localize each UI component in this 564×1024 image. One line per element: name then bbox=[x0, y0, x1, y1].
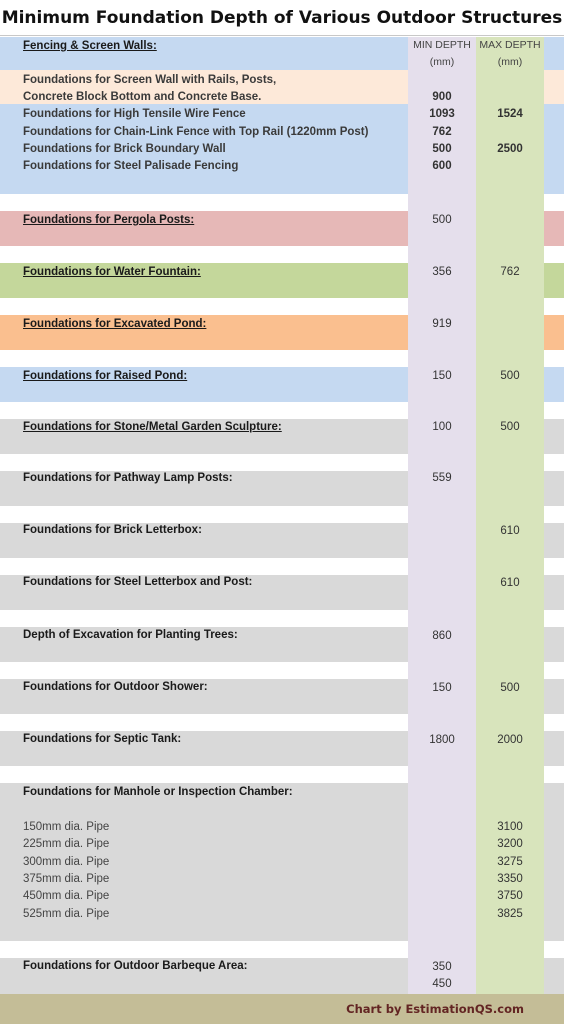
sculpture-min: 100 bbox=[432, 421, 452, 433]
screen-wall-label-2: Concrete Block Bottom and Concrete Base. bbox=[23, 91, 262, 103]
excavated-pond-row: Foundations for Excavated Pond: 919 bbox=[0, 315, 564, 350]
fountain-max: 762 bbox=[500, 266, 520, 278]
brick-wall-max: 2500 bbox=[497, 143, 523, 155]
lamp-posts-row: Foundations for Pathway Lamp Posts: 559 bbox=[0, 471, 564, 506]
pipe-375-label: 375mm dia. Pipe bbox=[23, 873, 110, 885]
pipe-525-label: 525mm dia. Pipe bbox=[23, 908, 110, 920]
shower-row: Foundations for Outdoor Shower: 150 500 bbox=[0, 679, 564, 714]
trees-row: Depth of Excavation for Planting Trees: … bbox=[0, 627, 564, 662]
fountain-row: Foundations for Water Fountain: 356 762 bbox=[0, 263, 564, 298]
pipe-525-max: 3825 bbox=[497, 908, 523, 920]
septic-min: 1800 bbox=[429, 734, 455, 746]
sculpture-label: Foundations for Stone/Metal Garden Sculp… bbox=[23, 421, 282, 433]
pipe-375-max: 3350 bbox=[497, 873, 523, 885]
brick-letterbox-label: Foundations for Brick Letterbox: bbox=[23, 524, 202, 536]
pergola-row: Foundations for Pergola Posts: 500 bbox=[0, 211, 564, 246]
palisade-label: Foundations for Steel Palisade Fencing bbox=[23, 160, 239, 172]
pipe-450-max: 3750 bbox=[497, 890, 523, 902]
manhole-section: Foundations for Manhole or Inspection Ch… bbox=[0, 783, 564, 941]
footer-credit: Chart by EstimationQS.com bbox=[346, 1002, 524, 1016]
raised-pond-label: Foundations for Raised Pond: bbox=[23, 370, 188, 382]
steel-letterbox-max: 610 bbox=[500, 577, 520, 589]
pipe-300-max: 3275 bbox=[497, 856, 523, 868]
pipe-150-label: 150mm dia. Pipe bbox=[23, 821, 110, 833]
steel-letterbox-label: Foundations for Steel Letterbox and Post… bbox=[23, 576, 253, 588]
brick-wall-label: Foundations for Brick Boundary Wall bbox=[23, 143, 226, 155]
sculpture-max: 500 bbox=[500, 421, 520, 433]
screen-wall-min: 900 bbox=[432, 91, 452, 103]
septic-label: Foundations for Septic Tank: bbox=[23, 733, 182, 745]
max-depth-header: MAX DEPTH (mm) bbox=[479, 39, 541, 68]
barbeque-min-1: 350 bbox=[432, 961, 452, 973]
brick-letterbox-max: 610 bbox=[500, 525, 520, 537]
pipe-300-label: 300mm dia. Pipe bbox=[23, 856, 110, 868]
steel-letterbox-row: Foundations for Steel Letterbox and Post… bbox=[0, 575, 564, 610]
chainlink-fence-label: Foundations for Chain-Link Fence with To… bbox=[23, 126, 369, 138]
shower-min: 150 bbox=[432, 682, 452, 694]
barbeque-min-2: 450 bbox=[432, 978, 452, 990]
septic-row: Foundations for Septic Tank: 1800 2000 bbox=[0, 731, 564, 766]
lamp-posts-label: Foundations for Pathway Lamp Posts: bbox=[23, 472, 233, 484]
shower-label: Foundations for Outdoor Shower: bbox=[23, 681, 208, 693]
pipe-225-max: 3200 bbox=[497, 838, 523, 850]
trees-min: 860 bbox=[432, 630, 452, 642]
pergola-label: Foundations for Pergola Posts: bbox=[23, 214, 195, 226]
fountain-label: Foundations for Water Fountain: bbox=[23, 266, 201, 278]
manhole-label: Foundations for Manhole or Inspection Ch… bbox=[23, 786, 293, 798]
tensile-fence-min: 1093 bbox=[429, 108, 455, 120]
brick-wall-min: 500 bbox=[432, 143, 452, 155]
page-title: Minimum Foundation Depth of Various Outd… bbox=[0, 0, 564, 36]
pergola-min: 500 bbox=[432, 214, 452, 226]
tensile-fence-max: 1524 bbox=[497, 108, 523, 120]
raised-pond-row: Foundations for Raised Pond: 150 500 bbox=[0, 367, 564, 402]
shower-max: 500 bbox=[500, 682, 520, 694]
raised-pond-max: 500 bbox=[500, 370, 520, 382]
pipe-150-max: 3100 bbox=[497, 821, 523, 833]
sculpture-row: Foundations for Stone/Metal Garden Sculp… bbox=[0, 419, 564, 454]
excavated-pond-min: 919 bbox=[432, 318, 452, 330]
barbeque-row: Foundations for Outdoor Barbeque Area: 3… bbox=[0, 958, 564, 994]
pipe-450-label: 450mm dia. Pipe bbox=[23, 890, 110, 902]
lamp-posts-min: 559 bbox=[432, 472, 452, 484]
fencing-section: Fencing & Screen Walls: MIN DEPTH (mm) MA… bbox=[0, 37, 564, 194]
barbeque-label: Foundations for Outdoor Barbeque Area: bbox=[23, 960, 248, 972]
raised-pond-min: 150 bbox=[432, 370, 452, 382]
footer: Chart by EstimationQS.com bbox=[0, 994, 564, 1024]
tensile-fence-label: Foundations for High Tensile Wire Fence bbox=[23, 108, 246, 120]
septic-max: 2000 bbox=[497, 734, 523, 746]
fountain-min: 356 bbox=[432, 266, 452, 278]
palisade-min: 600 bbox=[432, 160, 452, 172]
trees-label: Depth of Excavation for Planting Trees: bbox=[23, 629, 238, 641]
brick-letterbox-row: Foundations for Brick Letterbox: 610 bbox=[0, 523, 564, 558]
screen-wall-label-1: Foundations for Screen Wall with Rails, … bbox=[23, 74, 277, 86]
fencing-heading: Fencing & Screen Walls: bbox=[23, 40, 157, 52]
pipe-225-label: 225mm dia. Pipe bbox=[23, 838, 110, 850]
chainlink-fence-min: 762 bbox=[432, 126, 452, 138]
min-depth-header: MIN DEPTH (mm) bbox=[413, 39, 471, 68]
excavated-pond-label: Foundations for Excavated Pond: bbox=[23, 318, 207, 330]
